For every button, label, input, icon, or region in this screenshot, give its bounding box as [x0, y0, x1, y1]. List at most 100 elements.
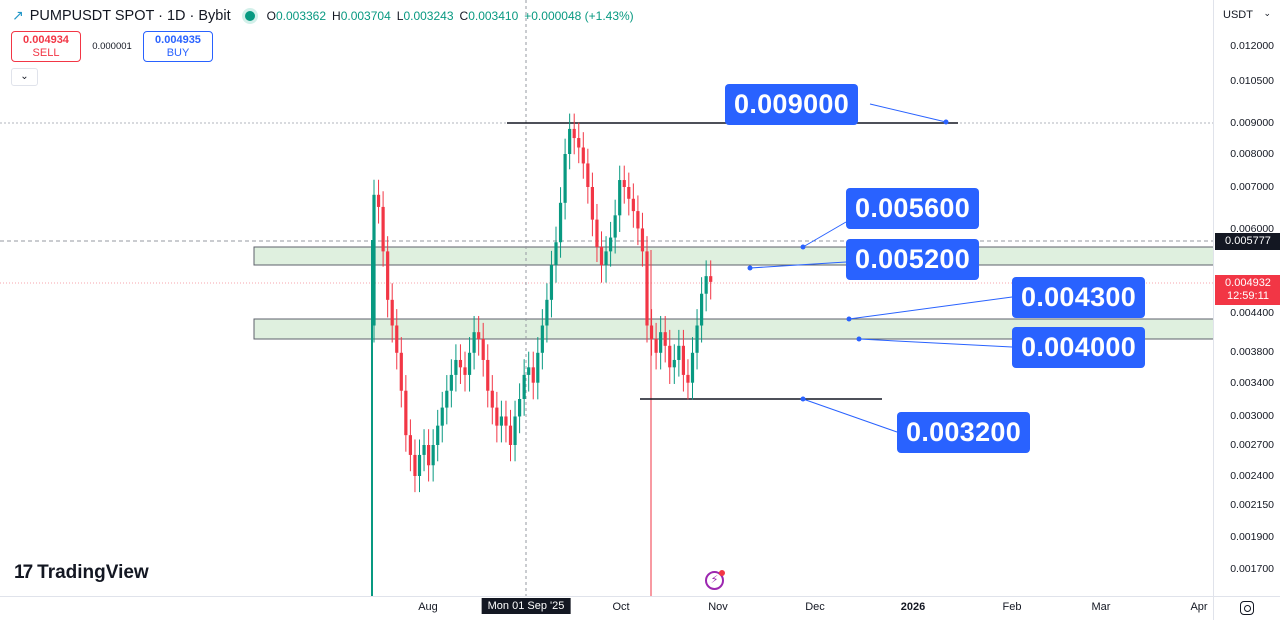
candle-body — [427, 445, 431, 466]
time-label: Apr — [1190, 601, 1208, 613]
tradingview-logo-icon: 17 — [14, 562, 33, 583]
candle-body — [590, 187, 594, 220]
candle-body — [399, 352, 403, 391]
chart-settings-button[interactable] — [1213, 596, 1280, 620]
candle-body — [481, 339, 485, 360]
annotation-connector — [858, 338, 1013, 348]
chart-pane[interactable]: ↗ PUMPUSDT SPOT · 1D · Bybit O0.003362 H… — [0, 0, 1213, 596]
candle-body — [558, 202, 563, 243]
candle-body — [549, 265, 554, 300]
annotation-0.009000[interactable]: 0.009000 — [725, 84, 859, 125]
candle-body — [408, 435, 412, 455]
candle-body — [690, 352, 695, 383]
time-axis[interactable]: Aug Mon 01 Sep '25 Oct Nov Dec 2026 Feb … — [0, 596, 1213, 620]
candle-body — [504, 416, 508, 426]
currency-selector[interactable]: USDT ⌄ — [1223, 8, 1271, 21]
candle-body — [663, 332, 667, 346]
candle-body — [422, 445, 426, 455]
annotation-anchor — [747, 265, 753, 271]
candle-body — [599, 247, 604, 265]
open-value: 0.003362 — [275, 8, 327, 23]
gear-icon — [1240, 601, 1254, 615]
candle-body — [404, 390, 408, 436]
annotation-0.004300[interactable]: 0.004300 — [1012, 277, 1146, 318]
candle-body — [640, 228, 645, 252]
candlestick-plot[interactable] — [0, 0, 1213, 596]
candle-body — [577, 138, 581, 148]
price-tick: 0.006000 — [1230, 223, 1274, 235]
candle-body — [595, 219, 599, 247]
candle-body — [486, 359, 490, 391]
candle-body — [649, 325, 654, 339]
symbol-logo-icon: ↗ — [12, 7, 24, 23]
candle-body — [604, 251, 608, 265]
candle-body — [709, 276, 713, 282]
spread-value: 0.000001 — [92, 41, 132, 52]
close-value: 0.003410 — [468, 8, 519, 23]
annotation-connector — [802, 398, 898, 433]
candle-body — [695, 325, 699, 353]
time-label: 2026 — [900, 601, 926, 613]
bar-countdown: 12:59:11 — [1226, 290, 1269, 302]
candle-body — [390, 299, 394, 326]
price-tick: 0.003800 — [1230, 346, 1274, 358]
annotation-anchor — [800, 396, 806, 402]
annotation-0.005200[interactable]: 0.005200 — [846, 239, 980, 280]
candle-body — [563, 154, 567, 203]
candle-body — [645, 251, 649, 326]
annotation-connector — [848, 296, 1013, 320]
annotation-connector — [749, 261, 847, 269]
candle-body — [381, 206, 385, 252]
annotation-anchor — [846, 316, 852, 322]
candle-body — [445, 390, 449, 408]
price-tick: 0.001700 — [1230, 563, 1274, 575]
price-tick: 0.002400 — [1230, 470, 1274, 482]
candle-body — [490, 390, 494, 408]
price-tick: 0.003400 — [1230, 377, 1274, 389]
market-status-icon — [244, 10, 255, 21]
candle-body — [440, 407, 444, 426]
candle-body — [654, 339, 658, 353]
candle-body — [622, 180, 626, 187]
price-tick: 0.010500 — [1230, 75, 1274, 87]
price-tick: 0.001900 — [1230, 531, 1274, 543]
candle-body — [518, 399, 522, 417]
candle-body — [659, 332, 663, 353]
resistance-zone — [253, 246, 1213, 266]
candle-body — [454, 359, 458, 375]
candle-body — [686, 374, 690, 383]
symbol-title[interactable]: PUMPUSDT SPOT · 1D · Bybit — [29, 7, 231, 24]
sell-button[interactable]: 0.004934 SELL — [11, 31, 81, 62]
annotation-connector — [802, 221, 847, 248]
candle-body — [668, 345, 672, 368]
annotation-0.004000[interactable]: 0.004000 — [1012, 327, 1146, 368]
change-value: +0.000048 (+1.43%) — [524, 8, 634, 23]
price-tick: 0.008000 — [1230, 148, 1274, 160]
support-zone — [253, 318, 1213, 340]
low-value: 0.003243 — [403, 8, 454, 23]
candle-body — [436, 425, 440, 445]
candle-body — [431, 445, 435, 466]
candle-body — [581, 147, 585, 164]
chevron-down-icon: ⌄ — [20, 71, 29, 82]
annotation-0.005600[interactable]: 0.005600 — [846, 188, 980, 229]
candle-body — [499, 416, 503, 426]
tradingview-logo[interactable]: 17 TradingView — [14, 562, 149, 583]
buy-button[interactable]: 0.004935 BUY — [143, 31, 213, 62]
price-axis[interactable]: USDT ⌄ 0.012000 0.010500 0.009000 0.008000 0… — [1213, 0, 1280, 596]
candle-body — [627, 187, 631, 199]
time-label: Nov — [708, 601, 728, 613]
time-label: Feb — [1002, 601, 1022, 613]
candle-body — [395, 325, 399, 353]
candle-body — [609, 237, 613, 252]
lightning-event-icon[interactable]: ⚡ — [705, 570, 725, 590]
collapse-legend-button[interactable]: ⌄ — [11, 68, 38, 86]
annotation-0.003200[interactable]: 0.003200 — [897, 412, 1031, 453]
trade-panel: 0.004934 SELL 0.000001 0.004935 BUY — [11, 31, 213, 62]
chevron-down-icon: ⌄ — [1263, 8, 1271, 18]
price-tick: 0.009000 — [1230, 117, 1274, 129]
candle-body — [477, 332, 481, 339]
symbol-legend: ↗ PUMPUSDT SPOT · 1D · Bybit O0.003362 H… — [12, 7, 634, 24]
candle-body — [618, 180, 622, 216]
time-label: Aug — [418, 601, 438, 613]
